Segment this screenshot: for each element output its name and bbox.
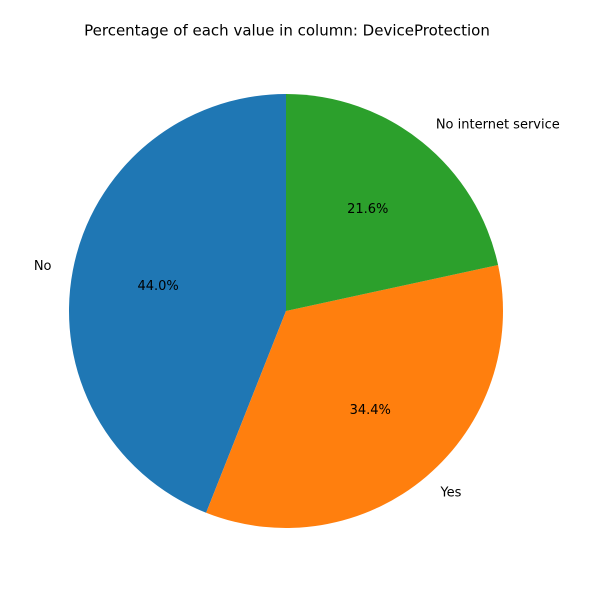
pie-slice-no xyxy=(69,94,286,513)
slice-percentage-label: 21.6% xyxy=(347,202,388,217)
chart-title: Percentage of each value in column: Devi… xyxy=(84,22,490,40)
pie-slice-yes xyxy=(206,264,503,528)
pie-labels: No 44.0% Yes 34.4% No internet service 21.6% xyxy=(34,118,560,501)
pie-slices xyxy=(69,94,503,528)
slice-label: No xyxy=(34,259,52,274)
pie-slice-no-internet-service xyxy=(286,94,499,311)
slice-percentage-label: 34.4% xyxy=(350,403,391,418)
slice-label: No internet service xyxy=(436,118,560,133)
slice-label: Yes xyxy=(439,485,461,500)
slice-percentage-label: 44.0% xyxy=(137,279,178,294)
